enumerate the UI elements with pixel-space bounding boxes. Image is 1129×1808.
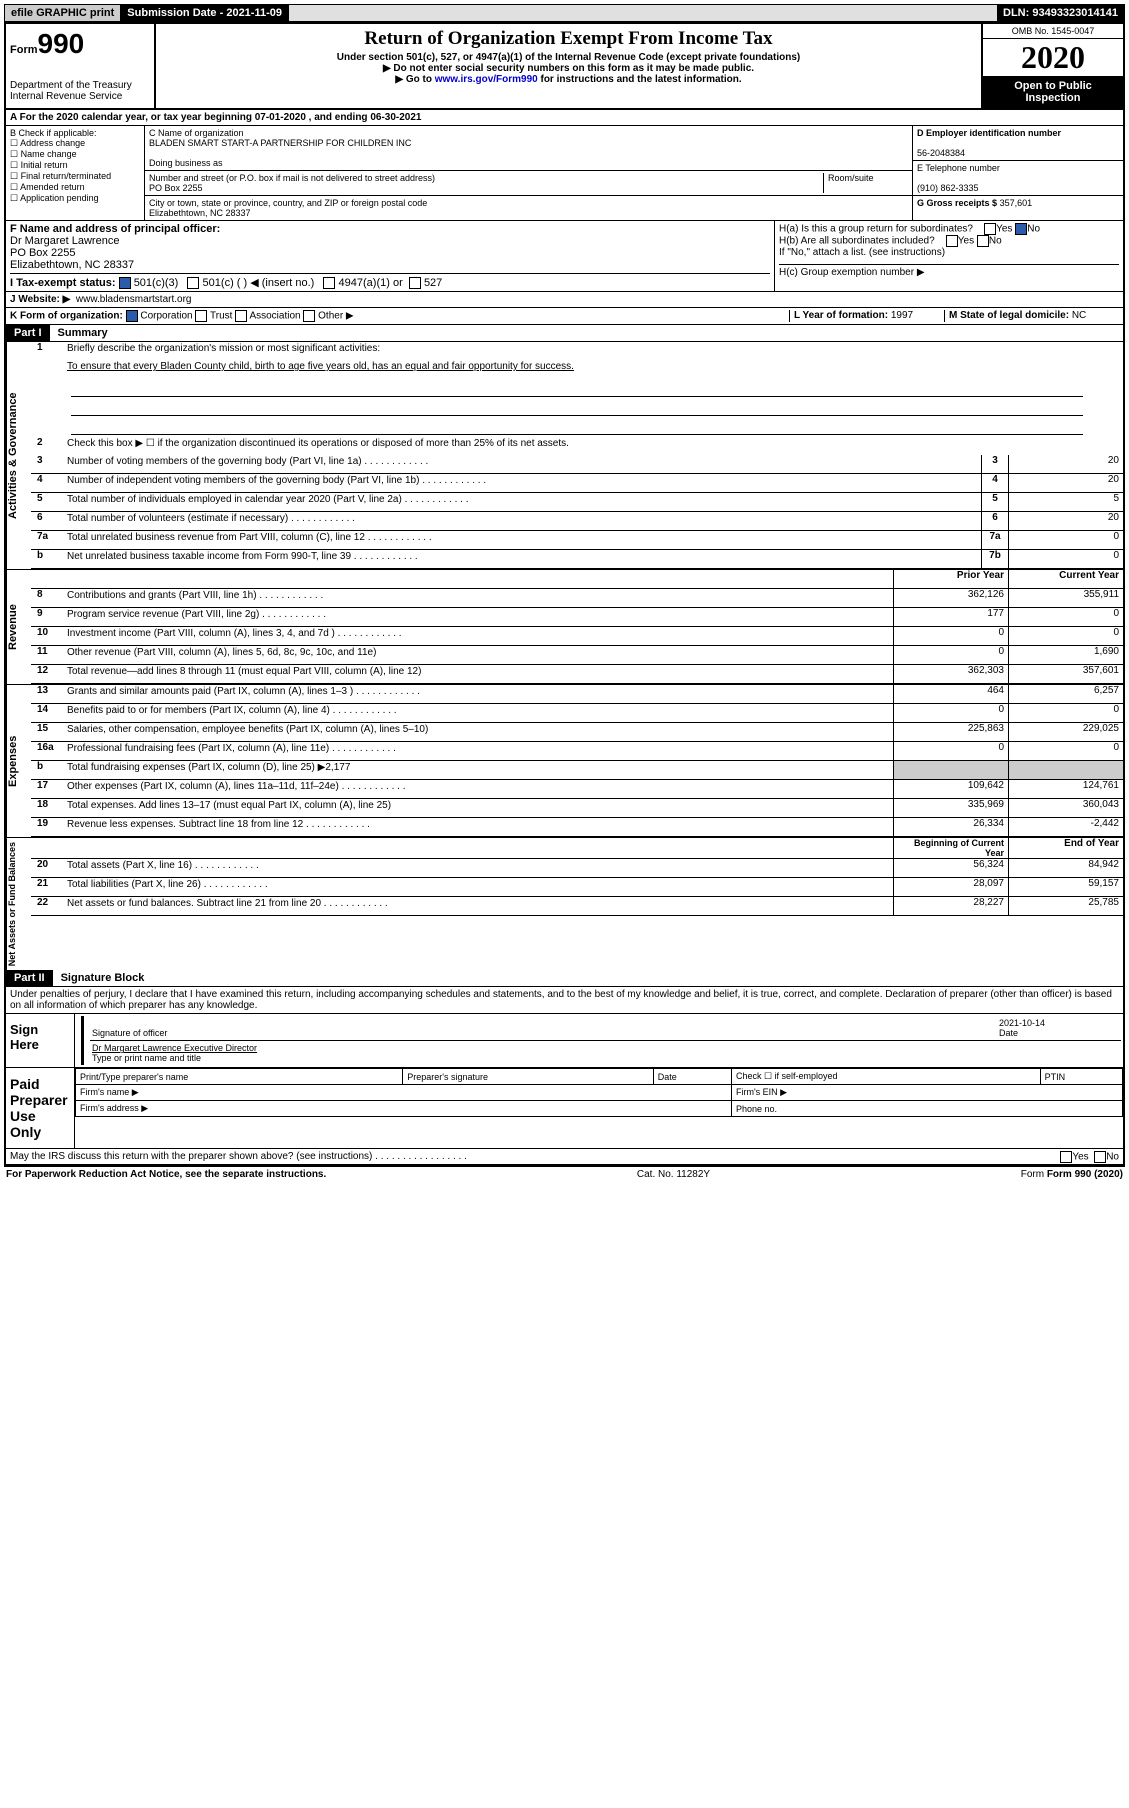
officer-name: Dr Margaret Lawrence Executive Director — [92, 1043, 257, 1053]
irs-discuss-row: May the IRS discuss this return with the… — [6, 1149, 1123, 1165]
revenue-section: Revenue Prior YearCurrent Year 8Contribu… — [6, 569, 1123, 684]
chk-527[interactable] — [409, 277, 421, 289]
chk-address[interactable]: ☐ Address change — [10, 138, 140, 149]
col-b-checkboxes: B Check if applicable: ☐ Address change … — [6, 126, 145, 220]
chk-amended[interactable]: ☐ Amended return — [10, 182, 140, 193]
chk-ha-no[interactable] — [1015, 223, 1027, 235]
chk-4947[interactable] — [323, 277, 335, 289]
org-street: PO Box 2255 — [149, 183, 203, 193]
col-f: F Name and address of principal officer:… — [6, 221, 775, 291]
chk-hb-yes[interactable] — [946, 235, 958, 247]
row-fh: F Name and address of principal officer:… — [6, 221, 1123, 292]
col-h: H(a) Is this a group return for subordin… — [775, 221, 1123, 291]
chk-trust[interactable] — [195, 310, 207, 322]
phone: (910) 862-3335 — [917, 183, 979, 193]
mission-text: To ensure that every Bladen County child… — [65, 360, 1123, 378]
chk-hb-no[interactable] — [977, 235, 989, 247]
paid-preparer-row: Paid Preparer Use Only Print/Type prepar… — [6, 1068, 1123, 1149]
title-box: Return of Organization Exempt From Incom… — [156, 24, 981, 108]
org-name: BLADEN SMART START-A PARTNERSHIP FOR CHI… — [149, 138, 411, 148]
chk-501c3[interactable] — [119, 277, 131, 289]
activities-section: Activities & Governance 1Briefly describ… — [6, 342, 1123, 569]
top-bar: efile GRAPHIC print Submission Date - 20… — [4, 4, 1125, 22]
irs-link[interactable]: www.irs.gov/Form990 — [435, 74, 538, 85]
form-title: Return of Organization Exempt From Incom… — [164, 28, 973, 50]
chk-other[interactable] — [303, 310, 315, 322]
col-c: C Name of organizationBLADEN SMART START… — [145, 126, 912, 220]
sign-here-row: Sign Here Signature of officer2021-10-14… — [6, 1014, 1123, 1068]
website: www.bladensmartstart.org — [76, 294, 192, 305]
ein: 56-2048384 — [917, 148, 965, 158]
expenses-section: Expenses 13Grants and similar amounts pa… — [6, 684, 1123, 837]
chk-final[interactable]: ☐ Final return/terminated — [10, 171, 140, 182]
netassets-section: Net Assets or Fund Balances Beginning of… — [6, 837, 1123, 970]
sig-declaration: Under penalties of perjury, I declare th… — [6, 987, 1123, 1014]
header-row: Form990 Department of the Treasury Inter… — [6, 24, 1123, 110]
org-info-row: B Check if applicable: ☐ Address change … — [6, 126, 1123, 221]
chk-discuss-no[interactable] — [1094, 1151, 1106, 1163]
form-number-box: Form990 Department of the Treasury Inter… — [6, 24, 156, 108]
col-d: D Employer identification number56-20483… — [912, 126, 1123, 220]
chk-assoc[interactable] — [235, 310, 247, 322]
dln: DLN: 93493323014141 — [997, 5, 1124, 21]
footer: For Paperwork Reduction Act Notice, see … — [4, 1167, 1125, 1182]
row-j: J Website: ▶ www.bladensmartstart.org — [6, 292, 1123, 308]
efile-print-button[interactable]: efile GRAPHIC print — [5, 5, 121, 21]
chk-discuss-yes[interactable] — [1060, 1151, 1072, 1163]
chk-ha-yes[interactable] — [984, 223, 996, 235]
chk-corp[interactable] — [126, 310, 138, 322]
submission-date: Submission Date - 2021-11-09 — [121, 5, 289, 21]
chk-initial[interactable]: ☐ Initial return — [10, 160, 140, 171]
row-k: K Form of organization: Corporation Trus… — [6, 308, 1123, 325]
org-city: Elizabethtown, NC 28337 — [149, 208, 251, 218]
part1-header: Part ISummary — [6, 325, 1123, 342]
row-a: A For the 2020 calendar year, or tax yea… — [6, 110, 1123, 126]
chk-name[interactable]: ☐ Name change — [10, 149, 140, 160]
part2-header: Part IISignature Block — [6, 970, 1123, 987]
chk-501c[interactable] — [187, 277, 199, 289]
chk-app[interactable]: ☐ Application pending — [10, 193, 140, 204]
year-box: OMB No. 1545-0047 2020 Open to PublicIns… — [981, 24, 1123, 108]
form-990: Form990 Department of the Treasury Inter… — [4, 22, 1125, 1167]
preparer-table: Print/Type preparer's namePreparer's sig… — [75, 1068, 1123, 1117]
